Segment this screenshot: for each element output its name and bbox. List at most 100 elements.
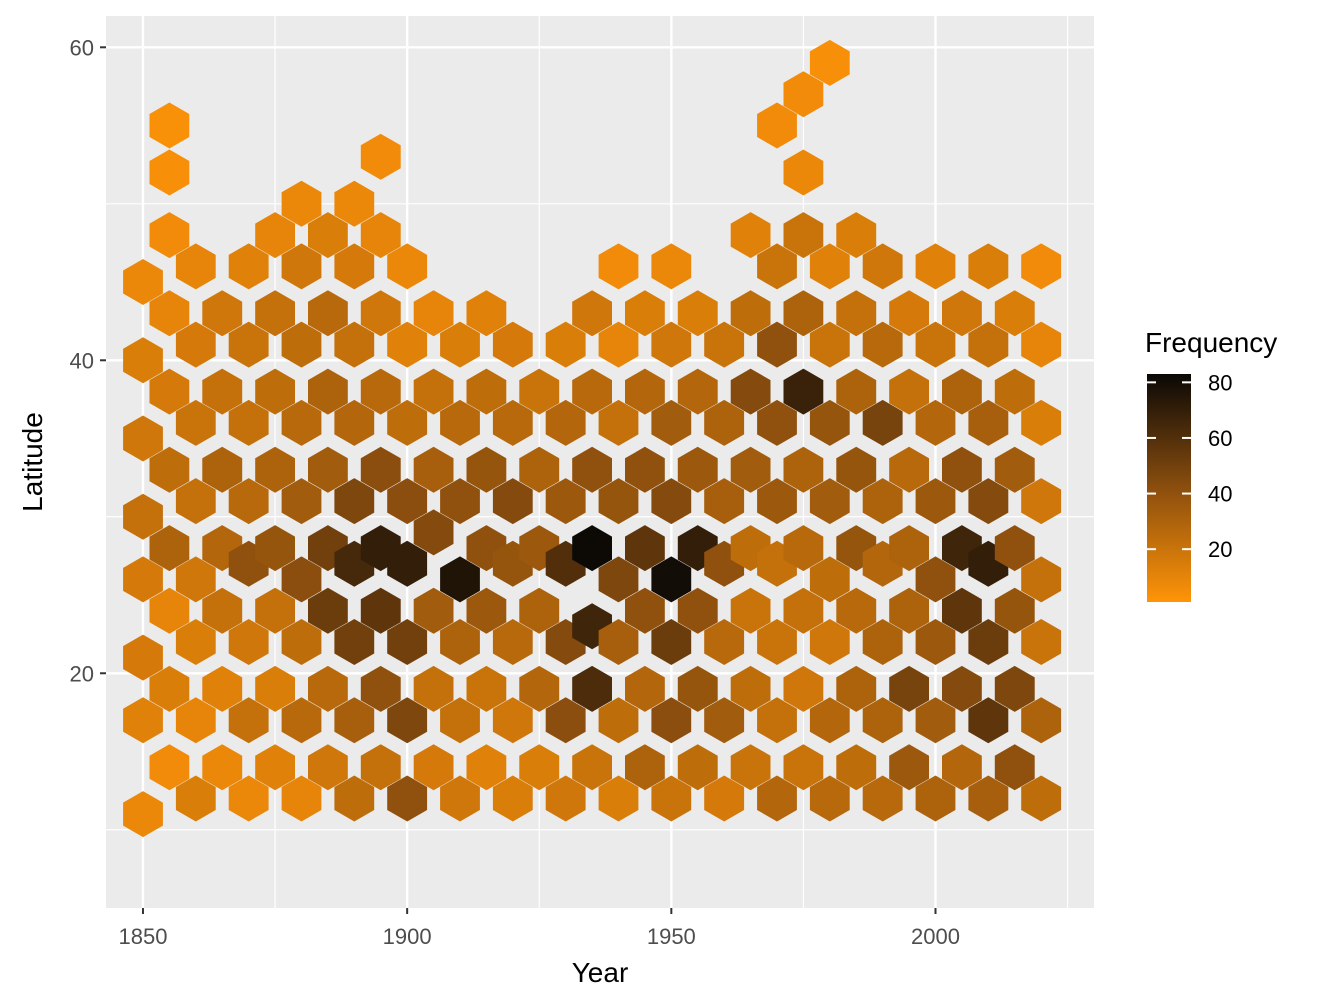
- hex-bin: [968, 478, 1009, 525]
- hex-bin: [836, 587, 877, 634]
- hex-bin: [228, 399, 269, 446]
- hex-bin: [677, 587, 718, 634]
- hex-bin: [1021, 775, 1062, 822]
- hex-bin: [994, 744, 1035, 791]
- hex-bin: [942, 368, 982, 415]
- hex-bin: [360, 587, 401, 634]
- hex-bin: [255, 665, 295, 712]
- hex-bin: [625, 587, 665, 634]
- hex-bin: [175, 556, 216, 603]
- hex-bin: [968, 775, 1009, 822]
- hex-bin: [360, 133, 401, 180]
- x-tick-label: 1950: [647, 924, 696, 949]
- hex-bin: [413, 744, 454, 791]
- hex-bin: [836, 446, 877, 493]
- hex-bin: [994, 525, 1035, 572]
- hex-bin: [308, 368, 348, 415]
- hex-bin: [783, 744, 824, 791]
- hex-bin: [809, 697, 850, 744]
- hex-bin: [149, 212, 190, 259]
- hex-bin: [809, 39, 850, 86]
- hex-bin: [598, 478, 639, 525]
- hex-bin: [149, 149, 190, 196]
- hex-bin: [677, 744, 718, 791]
- hex-bin: [889, 446, 929, 493]
- hex-bin: [334, 321, 375, 368]
- hex-bin: [281, 556, 322, 603]
- hex-bin: [387, 775, 428, 822]
- hex-bin: [281, 180, 322, 227]
- hex-bin: [440, 775, 480, 822]
- hex-bin: [308, 212, 348, 259]
- hex-bin: [123, 415, 163, 462]
- hex-bin: [492, 697, 533, 744]
- hex-bin: [942, 744, 982, 791]
- hex-bin: [625, 368, 665, 415]
- hex-bin: [677, 290, 718, 337]
- hex-bin: [387, 619, 428, 665]
- hex-bin: [942, 290, 982, 337]
- hex-bin: [994, 368, 1035, 415]
- hex-bin: [1021, 619, 1062, 665]
- hex-bin: [862, 399, 903, 446]
- hex-bin: [413, 290, 454, 337]
- hex-bin: [149, 587, 190, 634]
- hex-bin: [202, 587, 243, 634]
- hex-bin: [255, 525, 295, 572]
- hex-bin: [730, 446, 771, 493]
- hex-bin: [915, 775, 956, 822]
- hex-bin: [625, 446, 665, 493]
- hex-bin: [175, 243, 216, 290]
- legend-label: 60: [1208, 426, 1232, 451]
- hex-bin: [360, 368, 401, 415]
- hex-bin: [704, 775, 745, 822]
- hex-bin: [572, 525, 612, 572]
- legend-ticks: 20 40 60 80: [1147, 370, 1232, 562]
- hex-bin: [466, 290, 507, 337]
- hex-bin: [255, 212, 295, 259]
- hex-bin: [809, 321, 850, 368]
- legend-label: 40: [1208, 482, 1232, 507]
- hex-bin: [175, 399, 216, 446]
- hex-bin: [123, 337, 163, 384]
- hex-bin: [836, 212, 877, 259]
- hex-bin: [1021, 321, 1062, 368]
- hex-bin: [809, 243, 850, 290]
- hex-bin: [440, 556, 480, 603]
- hex-bin: [889, 290, 929, 337]
- hex-bin: [387, 697, 428, 744]
- hex-bin: [783, 149, 824, 196]
- hex-bin: [942, 587, 982, 634]
- hex-bin: [915, 619, 956, 665]
- hex-bin: [598, 697, 639, 744]
- hex-bin: [625, 290, 665, 337]
- x-tick-label: 1900: [383, 924, 432, 949]
- hex-bin: [334, 399, 375, 446]
- y-tick-label: 20: [70, 661, 94, 686]
- y-tick-label: 40: [70, 348, 94, 373]
- hex-bin: [757, 399, 797, 446]
- hex-bin: [704, 697, 745, 744]
- hex-bin: [994, 446, 1035, 493]
- hex-bin: [730, 587, 771, 634]
- hex-bin: [651, 321, 692, 368]
- hex-bin: [281, 399, 322, 446]
- hex-bin: [228, 243, 269, 290]
- hex-bin: [968, 697, 1009, 744]
- hex-bin: [123, 697, 163, 744]
- hex-bin: [889, 525, 929, 572]
- hex-bin: [572, 665, 612, 712]
- hex-bin: [915, 478, 956, 525]
- hex-bin: [440, 619, 480, 665]
- hex-bin: [387, 321, 428, 368]
- hex-bin: [572, 446, 612, 493]
- hex-bin: [757, 243, 797, 290]
- hex-bin: [334, 697, 375, 744]
- hex-bin: [1021, 243, 1062, 290]
- hex-bin: [281, 697, 322, 744]
- hex-bin: [228, 697, 269, 744]
- hex-bin: [255, 446, 295, 493]
- hex-bin: [175, 321, 216, 368]
- x-axis-title: Year: [572, 957, 629, 988]
- hex-bin: [545, 321, 586, 368]
